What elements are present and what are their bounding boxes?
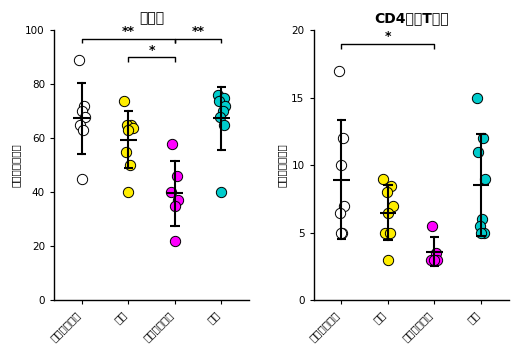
Point xyxy=(432,250,440,256)
Text: *: * xyxy=(385,30,391,43)
Title: 好酸球: 好酸球 xyxy=(139,11,164,25)
Point xyxy=(337,230,346,236)
Point xyxy=(382,189,391,195)
Point xyxy=(79,127,87,133)
Point xyxy=(129,125,137,130)
Point xyxy=(167,189,175,195)
Text: **: ** xyxy=(122,25,135,38)
Point xyxy=(174,198,182,203)
Point xyxy=(427,223,436,229)
Point xyxy=(124,127,133,133)
Point xyxy=(171,203,179,209)
Y-axis label: 生細胞中の割合: 生細胞中の割合 xyxy=(11,143,21,187)
Title: CD4陽性T細胞: CD4陽性T細胞 xyxy=(374,11,449,25)
Point xyxy=(214,92,222,98)
Point xyxy=(124,189,133,195)
Point xyxy=(478,217,487,222)
Point xyxy=(388,203,397,209)
Point xyxy=(338,230,346,236)
Point xyxy=(379,176,387,182)
Point xyxy=(431,257,439,263)
Point xyxy=(77,109,86,114)
Point xyxy=(127,122,135,128)
Point xyxy=(75,57,83,63)
Point xyxy=(173,173,181,179)
Text: *: * xyxy=(148,44,155,57)
Point xyxy=(480,176,489,182)
Point xyxy=(220,122,228,128)
Point xyxy=(168,141,176,147)
Point xyxy=(473,95,482,101)
Point xyxy=(171,238,179,244)
Point xyxy=(81,114,89,120)
Text: **: ** xyxy=(192,25,205,38)
Point xyxy=(76,122,84,128)
Point xyxy=(335,210,344,216)
Point xyxy=(337,162,346,168)
Point xyxy=(219,95,228,101)
Point xyxy=(334,68,343,74)
Point xyxy=(479,230,488,236)
Point xyxy=(126,162,134,168)
Point xyxy=(479,136,487,141)
Point xyxy=(477,230,485,236)
Point xyxy=(214,98,223,103)
Point xyxy=(474,149,483,155)
Point xyxy=(381,230,389,236)
Point xyxy=(384,210,392,216)
Point xyxy=(386,183,395,188)
Point xyxy=(475,223,484,229)
Point xyxy=(433,257,441,263)
Point xyxy=(218,109,227,114)
Point xyxy=(80,103,88,109)
Point xyxy=(120,98,128,103)
Point xyxy=(340,203,348,209)
Point xyxy=(123,122,131,128)
Point xyxy=(77,176,86,182)
Point xyxy=(121,149,129,155)
Point xyxy=(339,136,347,141)
Y-axis label: 生細胞中の割合: 生細胞中の割合 xyxy=(277,143,287,187)
Point xyxy=(386,230,394,236)
Point xyxy=(216,114,224,120)
Point xyxy=(426,257,435,263)
Point xyxy=(384,257,392,263)
Point xyxy=(217,189,226,195)
Point xyxy=(221,103,229,109)
